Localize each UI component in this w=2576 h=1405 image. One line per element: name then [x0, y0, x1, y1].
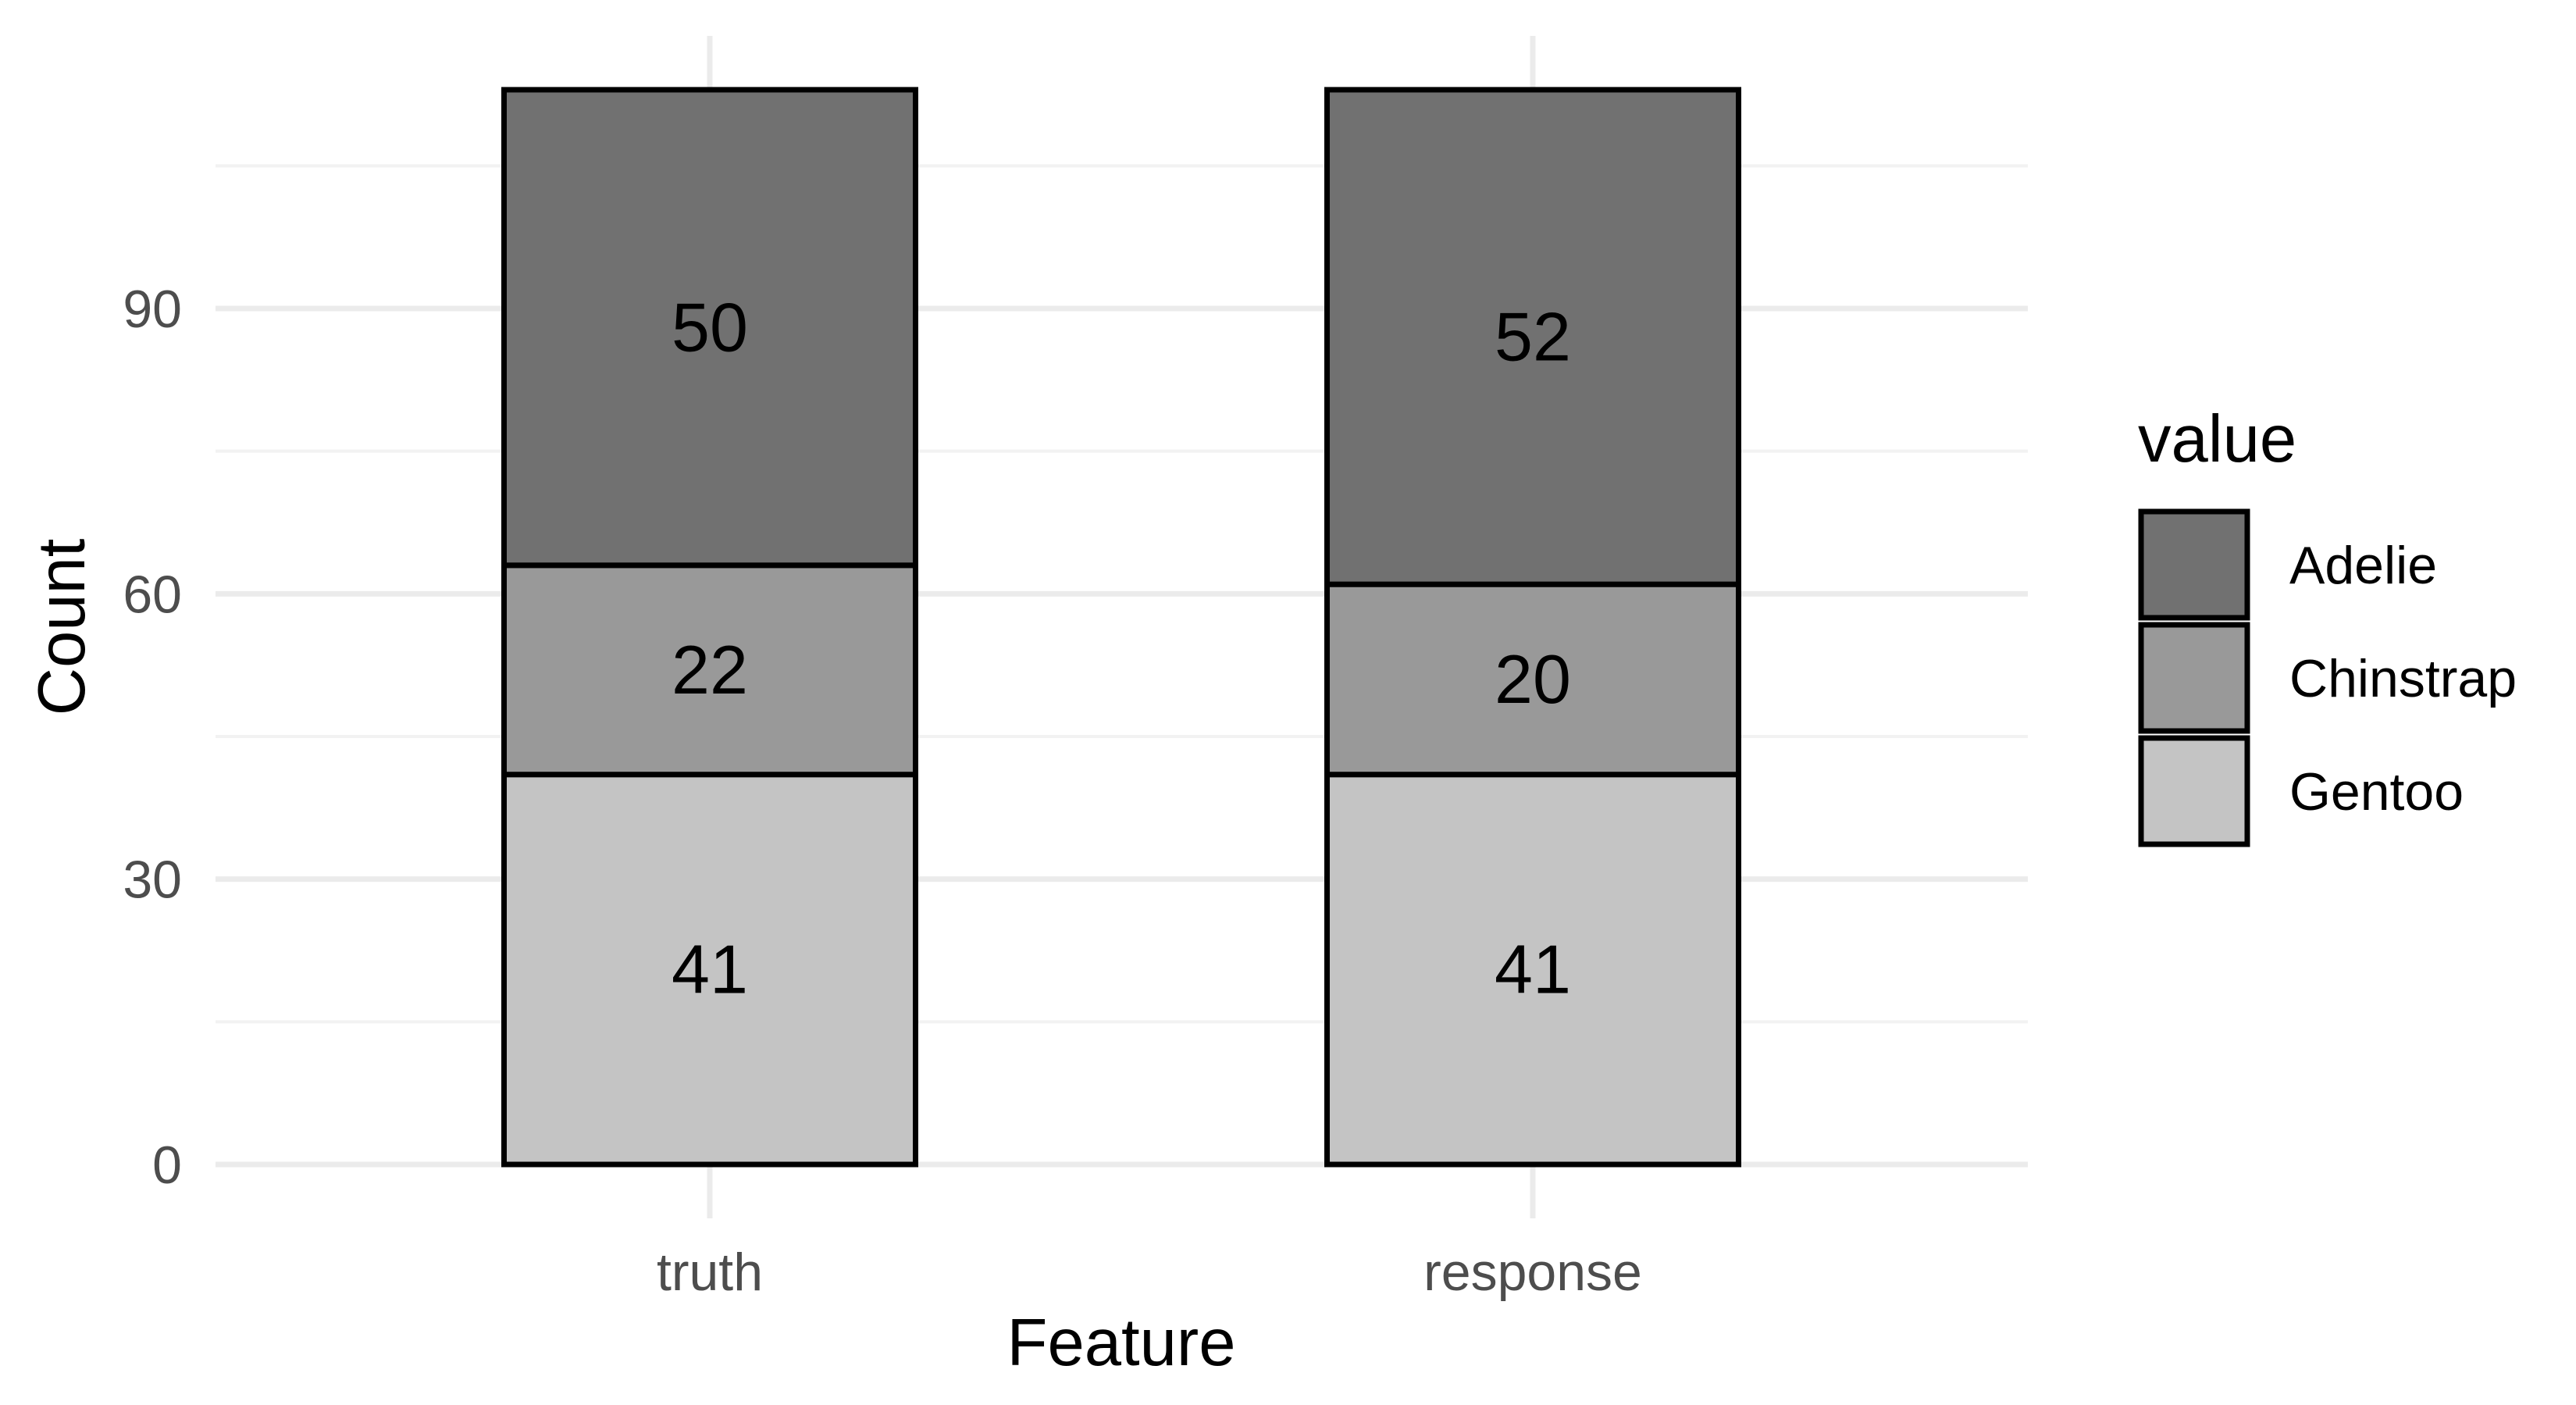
bar-segment-adelie — [1324, 87, 1741, 587]
data-label: 41 — [672, 930, 748, 1007]
bar-segment-gentoo — [1324, 772, 1741, 1168]
bar-segment-adelie — [501, 87, 918, 569]
legend-label: Adelie — [2289, 536, 2437, 595]
x-tick-label: response — [1423, 1243, 1642, 1302]
legend-key-adelie — [2138, 508, 2250, 621]
axes-layer: Feature Count 0 30 60 90 truth response — [25, 280, 1642, 1380]
data-label: 50 — [672, 288, 748, 366]
y-tick-label: 0 — [152, 1136, 182, 1195]
bar-segment-chinstrap — [1324, 581, 1741, 778]
grid-layer — [216, 36, 2028, 1218]
legend-title: value — [2138, 402, 2296, 476]
x-axis-title: Feature — [1007, 1306, 1236, 1380]
bar-segment-chinstrap — [501, 562, 918, 778]
data-label: 20 — [1495, 640, 1571, 718]
x-tick-label: truth — [657, 1243, 763, 1302]
legend: value Adelie Chinstrap Gentoo — [2138, 402, 2517, 847]
y-tick-label: 90 — [123, 280, 182, 339]
data-label: 22 — [672, 631, 748, 708]
legend-key-gentoo — [2138, 735, 2250, 847]
data-label: 52 — [1495, 298, 1571, 376]
y-tick-label: 30 — [123, 850, 182, 910]
legend-label: Chinstrap — [2289, 649, 2517, 708]
legend-key-chinstrap — [2138, 622, 2250, 734]
labels-layer: 41 22 50 41 20 52 — [672, 288, 1571, 1007]
y-tick-label: 60 — [123, 565, 182, 624]
data-label: 41 — [1495, 930, 1571, 1007]
legend-label: Gentoo — [2289, 762, 2464, 822]
y-axis-title: Count — [25, 539, 99, 716]
bars-layer — [501, 87, 1741, 1168]
